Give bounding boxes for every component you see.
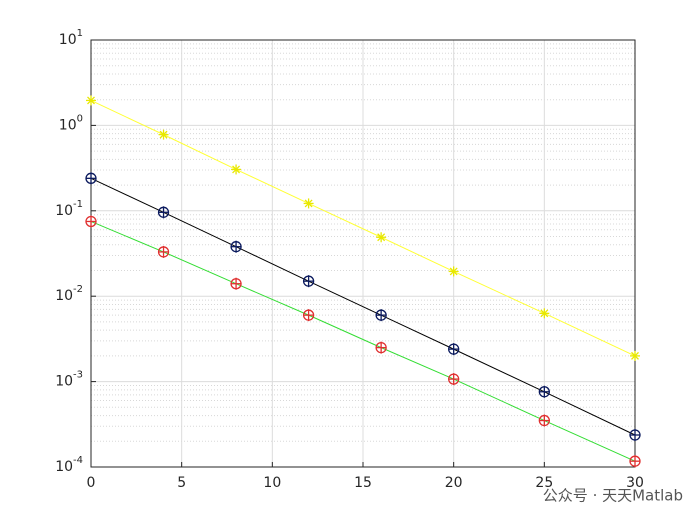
x-tick-label: 25 <box>535 475 553 491</box>
series-line <box>90 177 636 436</box>
marker <box>448 373 460 386</box>
y-tick-exponent: -3 <box>73 370 83 381</box>
x-tick-label: 30 <box>626 475 644 491</box>
x-tick-label: 5 <box>177 475 186 491</box>
y-tick-exponent: -2 <box>73 284 83 295</box>
marker <box>448 343 460 356</box>
x-tick-label: 20 <box>445 475 463 491</box>
y-tick-exponent: 0 <box>77 113 83 124</box>
marker <box>629 428 641 441</box>
marker-part <box>232 165 241 174</box>
marker <box>231 164 242 175</box>
series-line <box>90 221 636 462</box>
y-tick-exponent: -1 <box>73 199 83 210</box>
marker-part <box>540 309 549 318</box>
marker <box>539 308 550 319</box>
y-tick-label: 10-1 <box>55 199 83 219</box>
marker <box>85 215 97 228</box>
marker <box>375 309 387 322</box>
marker-part <box>304 199 313 208</box>
marker <box>302 309 315 322</box>
marker-part <box>631 351 639 360</box>
marker-part <box>159 130 168 139</box>
marker-part <box>87 96 95 105</box>
marker-part <box>377 233 386 242</box>
y-tick-label: 10-2 <box>55 284 83 304</box>
marker <box>157 206 170 219</box>
y-tick-label: 101 <box>59 28 83 48</box>
y-tick-label: 100 <box>59 113 83 133</box>
marker <box>376 232 387 243</box>
marker <box>157 245 170 258</box>
y-tick-base: 10 <box>59 117 77 133</box>
marker <box>538 414 550 427</box>
y-tick-exponent: -4 <box>73 455 83 466</box>
marker <box>158 129 169 140</box>
marker <box>538 385 550 398</box>
x-tick-label: 0 <box>87 475 96 491</box>
marker <box>86 95 96 106</box>
y-tick-label: 10-3 <box>55 370 83 390</box>
marker-part <box>449 267 458 276</box>
marker <box>302 275 315 288</box>
marker <box>85 172 97 185</box>
series-line <box>90 99 636 357</box>
marker <box>629 455 641 468</box>
axes-box <box>90 39 636 468</box>
y-tick-base: 10 <box>55 203 73 219</box>
y-tick-label: 10-4 <box>55 455 83 475</box>
y-tick-exponent: 1 <box>77 28 83 39</box>
marker <box>630 350 640 361</box>
marker <box>303 198 314 209</box>
x-tick-label: 10 <box>263 475 281 491</box>
marker <box>230 240 242 253</box>
x-tick-label: 15 <box>354 475 372 491</box>
y-tick-base: 10 <box>55 288 73 304</box>
marker <box>448 266 459 277</box>
marker <box>375 341 387 354</box>
marker <box>230 277 242 290</box>
y-tick-base: 10 <box>55 459 73 475</box>
y-tick-base: 10 <box>55 374 73 390</box>
watermark: 公众号 · 天天Matlab <box>543 487 683 505</box>
y-tick-base: 10 <box>59 32 77 48</box>
